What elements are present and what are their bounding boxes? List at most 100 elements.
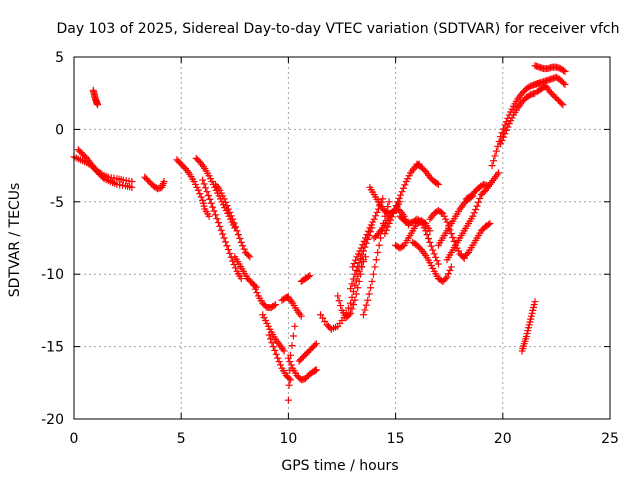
data-point [222, 198, 230, 206]
x-axis-label: GPS time / hours [281, 458, 398, 474]
data-point [375, 241, 383, 249]
data-point [351, 296, 359, 304]
data-point [349, 263, 357, 271]
data-point [359, 311, 367, 319]
data-point [223, 202, 231, 210]
data-point [233, 227, 241, 235]
y-tick-label: 5 [55, 50, 64, 66]
y-tick-label: -15 [41, 340, 64, 356]
data-point [424, 234, 432, 242]
data-point [389, 209, 397, 217]
series-arc-20 [347, 224, 376, 293]
data-point [352, 290, 360, 298]
data-point [284, 396, 292, 404]
data-point [237, 275, 245, 283]
data-point [271, 346, 279, 354]
data-point [370, 215, 378, 223]
data-point [270, 302, 278, 310]
data-point [432, 253, 440, 261]
data-point [229, 215, 237, 223]
data-point [427, 242, 435, 250]
data-point [197, 193, 205, 201]
data-point [216, 222, 224, 230]
data-point [364, 296, 372, 304]
data-point [561, 81, 569, 89]
data-point [250, 282, 258, 290]
series-arc-09 [231, 253, 260, 291]
data-point [447, 263, 455, 271]
data-points [70, 62, 569, 404]
data-point [359, 241, 367, 249]
data-point [372, 256, 380, 264]
data-point [335, 297, 343, 305]
series-arc-03 [89, 86, 102, 109]
data-point [272, 301, 280, 309]
axis-ticks: 0 5 10 15 20 25 -20 -15 -10 -5 0 5 [41, 50, 619, 447]
data-point [236, 234, 244, 242]
data-point [217, 226, 225, 234]
data-point [434, 260, 442, 268]
data-point [444, 270, 452, 278]
data-point [557, 99, 565, 107]
data-point [433, 257, 441, 265]
data-point [344, 304, 352, 312]
data-point [213, 215, 221, 223]
data-point [473, 202, 481, 210]
series-arc-19 [334, 256, 367, 322]
series-arc-40 [533, 82, 567, 109]
data-point [469, 212, 477, 220]
data-point [267, 335, 275, 343]
data-point [246, 253, 254, 261]
data-point [399, 184, 407, 192]
data-point [289, 332, 297, 340]
data-point [232, 223, 240, 231]
data-point [430, 250, 438, 258]
data-point [377, 234, 385, 242]
data-point [350, 260, 358, 268]
data-point [347, 309, 355, 317]
data-point [244, 251, 252, 259]
data-point [288, 342, 296, 350]
data-point [268, 339, 276, 347]
data-point [226, 249, 234, 257]
data-point [357, 255, 365, 263]
data-point [226, 208, 234, 216]
series-arc-05 [173, 156, 213, 220]
data-point [234, 231, 242, 239]
series-arc-41 [518, 298, 539, 355]
data-point [498, 137, 506, 145]
series-arc-12 [265, 331, 295, 384]
data-point [311, 341, 319, 349]
data-point [443, 218, 451, 226]
data-point [531, 298, 539, 306]
data-point [272, 350, 280, 358]
data-point [502, 126, 510, 134]
data-point [297, 312, 305, 320]
data-point [426, 238, 434, 246]
data-point [362, 301, 370, 309]
data-point [206, 195, 214, 203]
data-point [204, 192, 212, 200]
data-point [476, 194, 484, 202]
data-point [352, 256, 360, 264]
data-point [384, 223, 392, 231]
data-point [274, 354, 282, 362]
data-point [429, 246, 437, 254]
data-point [475, 198, 483, 206]
data-point [423, 231, 431, 239]
data-point [253, 289, 261, 297]
data-point [223, 242, 231, 250]
data-point [472, 206, 480, 214]
data-point [285, 381, 293, 389]
data-point [560, 79, 568, 87]
data-point [368, 277, 376, 285]
data-point [470, 209, 478, 217]
data-point [220, 234, 228, 242]
data-point [357, 244, 365, 252]
data-point [394, 198, 402, 206]
data-point [351, 270, 359, 278]
series-arc-33 [460, 220, 494, 261]
data-point [304, 273, 312, 281]
data-point [486, 220, 494, 228]
data-point [209, 203, 217, 211]
